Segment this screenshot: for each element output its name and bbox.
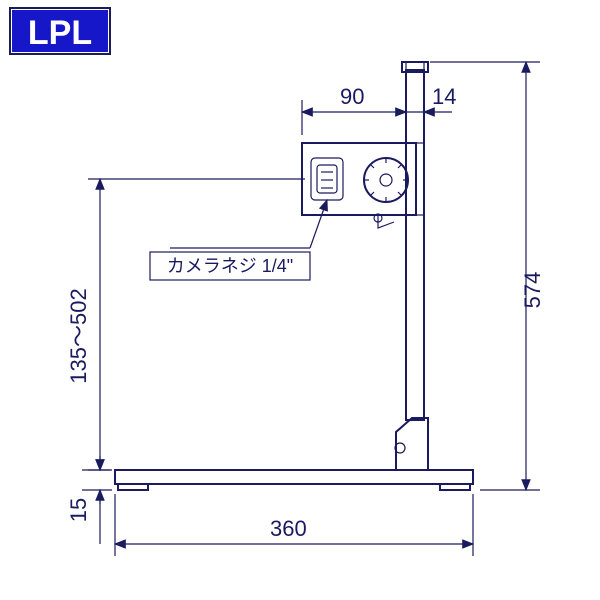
callout-text: カメラネジ 1/4" [167,256,293,276]
dim-top: 90 14 [302,62,456,135]
dim-360: 360 [270,516,307,541]
column-foot [395,418,428,470]
base-plate [115,470,473,490]
dim-right: 574 [430,62,545,490]
carriage [302,143,424,228]
dim-15: 15 [66,498,91,522]
dimension-drawing: LPL [0,0,600,600]
quick-release-plate [311,158,343,200]
dim-14: 14 [432,84,456,109]
dim-left: 135～502 [66,179,305,470]
dim-90: 90 [340,84,364,109]
logo-text: LPL [28,14,92,52]
lpl-logo: LPL [10,8,110,54]
adjust-knob [364,158,408,202]
dim-base-width: 360 [115,494,473,556]
column [402,62,428,420]
dim-base-thick: 15 [66,456,112,544]
dim-135-502: 135～502 [66,288,91,383]
camera-screw-callout: カメラネジ 1/4" [150,200,327,280]
dim-574: 574 [520,272,545,309]
